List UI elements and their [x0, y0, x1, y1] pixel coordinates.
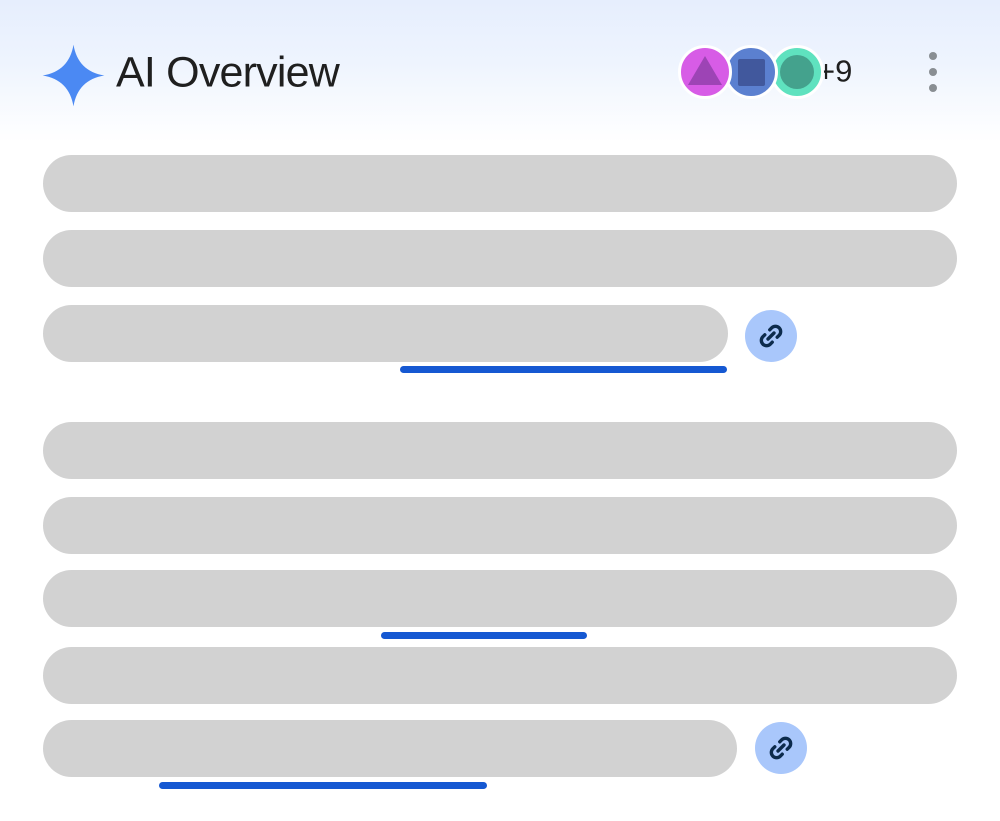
skeleton-line: [43, 230, 957, 287]
skeleton-line: [43, 647, 957, 704]
citation-highlight-underline: [159, 782, 487, 789]
skeleton-line: [43, 422, 957, 479]
gemini-spark-icon: [42, 44, 105, 107]
triangle-icon: [688, 56, 722, 85]
skeleton-line: [43, 305, 728, 362]
source-avatar-square[interactable]: [724, 45, 778, 99]
circle-icon: [780, 55, 814, 89]
citation-highlight-underline: [400, 366, 727, 373]
square-icon: [737, 58, 765, 86]
link-icon: [769, 736, 793, 760]
citation-link-button[interactable]: [755, 722, 807, 774]
kebab-dot: [929, 52, 937, 60]
source-avatar-circle[interactable]: [770, 45, 824, 99]
skeleton-line: [43, 155, 957, 212]
kebab-dot: [929, 68, 937, 76]
skeleton-line: [43, 720, 737, 777]
source-avatar-stack[interactable]: [678, 45, 824, 99]
page-title: AI Overview: [116, 48, 340, 97]
skeleton-line: [43, 570, 957, 627]
link-icon: [759, 324, 783, 348]
kebab-dot: [929, 84, 937, 92]
skeleton-line: [43, 497, 957, 554]
more-options-button[interactable]: [925, 52, 941, 92]
citation-link-button[interactable]: [745, 310, 797, 362]
source-avatar-triangle[interactable]: [678, 45, 732, 99]
citation-highlight-underline: [381, 632, 587, 639]
